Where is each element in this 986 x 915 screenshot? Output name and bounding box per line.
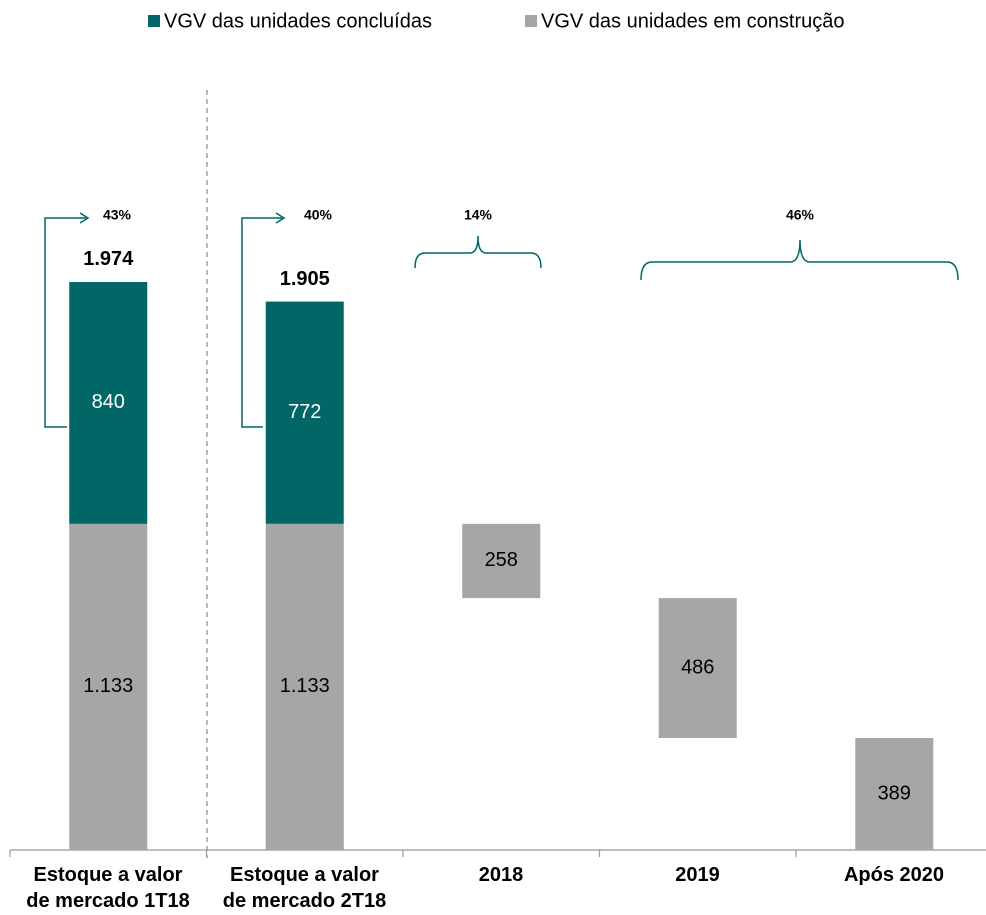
data-label: 486 (681, 656, 714, 678)
bar (265, 301, 344, 524)
annotation: 14% (464, 207, 493, 223)
data-label: 1.133 (83, 675, 133, 697)
data-label: 772 (288, 401, 321, 423)
legend-label: VGV das unidades concluídas (164, 10, 432, 32)
annotation: 43% (103, 207, 132, 223)
x-tick-label: 2018 (478, 864, 524, 886)
x-tick-label: 2019 (675, 864, 720, 886)
x-tick-label: Estoque a valor de mercado 1T18 (26, 864, 190, 912)
data-label: 1.133 (280, 675, 330, 697)
legend-swatch (525, 15, 537, 27)
annotation: 46% (786, 207, 815, 223)
bar (462, 523, 541, 599)
x-tick-label: Estoque a valor de mercado 2T18 (222, 864, 387, 912)
x-tick-label: Após 2020 (843, 864, 945, 886)
total-label: 1.905 (280, 268, 330, 290)
annotation: 40% (304, 207, 333, 223)
legend-label: VGV das unidades em construção (541, 10, 845, 32)
bar (69, 282, 148, 524)
data-label: 840 (92, 391, 125, 413)
annotation-shapes (44, 212, 959, 428)
bar (855, 738, 934, 850)
bar (265, 523, 344, 850)
bar (69, 523, 148, 850)
data-label: 389 (878, 782, 911, 804)
total-label: 1.974 (83, 248, 134, 270)
data-label: 258 (485, 549, 518, 571)
legend-swatch (148, 15, 160, 27)
bar (658, 598, 737, 739)
